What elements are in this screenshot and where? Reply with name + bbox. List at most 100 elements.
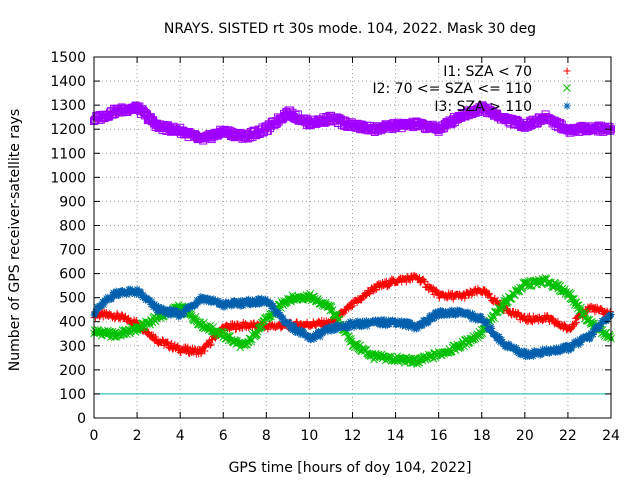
series-point: [606, 332, 615, 341]
series-point: [180, 310, 188, 318]
series-point: [498, 335, 506, 343]
series-point: [198, 348, 206, 356]
grid: [94, 57, 611, 418]
series-point: [278, 316, 286, 324]
y-tick-label: 1200: [50, 122, 86, 138]
legend: I1: SZA < 70 I2: 70 <= SZA <= 110 I3: SZ…: [372, 64, 571, 115]
series-point: [233, 301, 241, 309]
series-point: [276, 311, 284, 319]
y-tick-label: 700: [59, 243, 86, 259]
y-tick-label: 500: [59, 291, 86, 307]
series-point: [250, 319, 258, 327]
series-point: [358, 323, 366, 331]
x-tick-label: 20: [516, 428, 534, 444]
x-tick-label: 24: [602, 428, 620, 444]
series-point: [596, 322, 604, 330]
series-point: [342, 321, 350, 329]
series-point: [345, 324, 353, 332]
series-point: [138, 292, 146, 300]
series-point: [122, 291, 130, 299]
x-tick-label: 6: [219, 428, 228, 444]
series-point: [488, 324, 496, 332]
series-point: [247, 300, 255, 308]
series-point: [482, 319, 490, 327]
plot-area: [90, 101, 615, 369]
series-point: [125, 290, 133, 298]
series-point: [605, 330, 614, 339]
y-tick-label: 300: [59, 339, 86, 355]
series-point: [247, 337, 255, 346]
series-point: [380, 315, 388, 323]
series-point: [277, 324, 285, 332]
series-point: [464, 308, 472, 316]
series-point: [295, 325, 303, 333]
series-point: [148, 297, 156, 305]
series-point: [347, 303, 355, 311]
series-point: [392, 321, 400, 329]
series-point: [559, 342, 567, 350]
legend-marker: [563, 67, 571, 75]
series-point: [356, 318, 364, 326]
series-point: [413, 360, 421, 369]
series-point: [239, 302, 247, 310]
series-point: [285, 318, 293, 326]
x-tick-label: 10: [301, 428, 319, 444]
series-point: [310, 335, 318, 343]
series-point: [545, 347, 553, 355]
legend-label-i1: I1: SZA < 70: [443, 64, 532, 80]
series-point: [502, 297, 511, 306]
series-point: [174, 308, 182, 316]
series-point: [112, 287, 120, 295]
series-point: [471, 314, 479, 322]
series-point: [91, 310, 99, 318]
series-point: [214, 297, 222, 305]
series-point: [602, 317, 610, 325]
legend-marker: [563, 84, 571, 92]
series-point: [561, 345, 569, 353]
series-point: [352, 321, 360, 329]
series-point: [485, 290, 493, 298]
y-tick-label: 1100: [50, 146, 86, 162]
series-point: [100, 301, 108, 309]
series-point: [149, 303, 157, 311]
series-point: [228, 301, 236, 309]
series-point: [305, 333, 313, 341]
y-tick-label: 900: [59, 194, 86, 210]
series-point: [595, 325, 603, 333]
series-point: [207, 340, 215, 348]
series-point: [577, 303, 585, 312]
series-point: [543, 311, 551, 319]
series-point: [192, 299, 200, 307]
x-tick-label: 14: [387, 428, 405, 444]
series-point: [577, 339, 585, 347]
x-tick-label: 8: [262, 428, 271, 444]
series-point: [477, 313, 485, 321]
series-point: [190, 300, 198, 308]
series-point: [172, 307, 180, 315]
series-point: [232, 325, 240, 333]
series-point: [554, 317, 562, 325]
series-point: [335, 315, 344, 324]
series-point: [586, 334, 594, 342]
series-point: [496, 338, 504, 346]
series-point: [122, 289, 130, 297]
series-point: [568, 344, 576, 352]
chart-title: NRAYS. SISTED rt 30s mode. 104, 2022. Ma…: [164, 21, 536, 37]
series-point: [528, 352, 536, 360]
series-point: [341, 323, 349, 331]
series-point: [483, 319, 491, 327]
x-tick-label: 0: [90, 428, 99, 444]
series-point: [264, 297, 272, 305]
series-point: [522, 316, 530, 324]
series-point: [589, 328, 597, 336]
series-point: [589, 330, 597, 338]
x-tick-label: 18: [473, 428, 491, 444]
y-tick-label: 400: [59, 315, 86, 331]
series-point: [512, 344, 520, 352]
series-point: [201, 347, 209, 355]
series-point: [409, 321, 417, 329]
series-point: [116, 291, 124, 299]
series-point: [275, 309, 283, 317]
series-total: [90, 101, 615, 145]
series-point: [217, 298, 225, 306]
